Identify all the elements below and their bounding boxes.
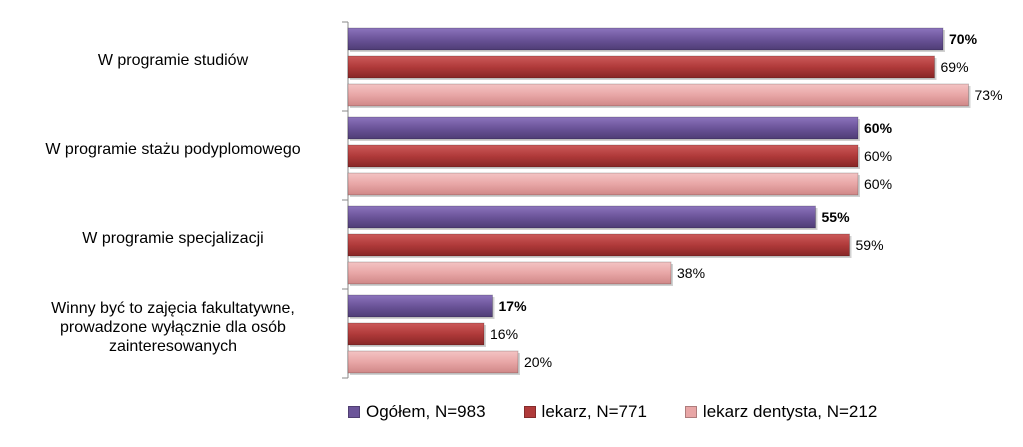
data-label-lekarz-1: 60% [864, 148, 892, 164]
legend-item-lekarz: lekarz, N=771 [523, 402, 647, 422]
category-label-3: Winny być to zajęcia fakultatywne, prowad… [8, 299, 338, 356]
data-label-lekarz-dentysta-1: 60% [864, 176, 892, 192]
legend: Ogółem, N=983 lekarz, N=771 lekarz denty… [348, 402, 877, 422]
bar-lekarz-1 [347, 144, 859, 168]
bar-lekarz-dentysta-0 [347, 83, 969, 107]
category-label-1: W programie stażu podyplomowego [8, 140, 338, 159]
data-label-lekarz-dentysta-0: 73% [975, 87, 1003, 103]
category-label-2: W programie specjalizacji [8, 229, 338, 248]
category-label-line: W programie studiów [97, 52, 249, 69]
legend-item-ogolem: Ogółem, N=983 [348, 402, 486, 422]
data-label-lekarz-dentysta-3: 20% [524, 354, 552, 370]
bar-lekarz-0 [347, 55, 935, 79]
data-label-ogolem-3: 17% [499, 298, 528, 314]
category-label-line: W programie stażu podyplomowego [45, 141, 301, 158]
category-label-line: zainteresowanych [108, 338, 238, 355]
legend-swatch-ogolem [348, 406, 360, 418]
data-label-lekarz-2: 59% [856, 237, 884, 253]
data-label-ogolem-2: 55% [822, 209, 851, 225]
legend-item-lekarz-dentysta: lekarz dentysta, N=212 [684, 402, 878, 422]
legend-label-ogolem: Ogółem, N=983 [366, 402, 486, 421]
bar-lekarz-3 [347, 322, 485, 346]
data-label-ogolem-1: 60% [864, 120, 893, 136]
legend-label-lekarz-dentysta: lekarz dentysta, N=212 [702, 402, 878, 421]
data-label-lekarz-3: 16% [490, 326, 518, 342]
bar-ogolem-2 [347, 205, 816, 229]
bar-lekarz-dentysta-2 [347, 261, 672, 285]
bar-lekarz-dentysta-1 [347, 172, 859, 196]
bar-ogolem-0 [347, 27, 944, 51]
data-label-ogolem-0: 70% [949, 31, 978, 47]
bar-ogolem-3 [347, 294, 493, 318]
bar-ogolem-1 [347, 116, 859, 140]
legend-label-lekarz: lekarz, N=771 [541, 402, 647, 421]
bar-lekarz-dentysta-3 [347, 350, 519, 374]
legend-swatch-lekarz [523, 406, 536, 418]
data-label-lekarz-dentysta-2: 38% [677, 265, 705, 281]
category-label-line: prowadzone wyłącznie dla osób [60, 319, 286, 336]
category-label-line: W programie specjalizacji [82, 230, 264, 247]
legend-swatch-lekarz-dentysta [684, 406, 697, 418]
category-label-0: W programie studiów [8, 51, 338, 70]
data-label-lekarz-0: 69% [941, 59, 969, 75]
bar-lekarz-2 [347, 233, 850, 257]
category-label-line: Winny być to zajęcia fakultatywne, [51, 300, 295, 317]
